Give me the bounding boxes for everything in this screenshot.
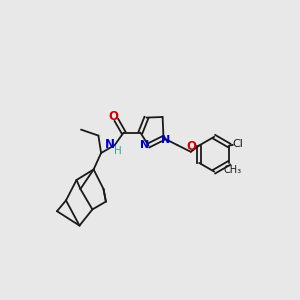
Text: CH₃: CH₃ <box>224 165 242 176</box>
Text: H: H <box>114 146 122 156</box>
Text: N: N <box>105 138 115 151</box>
Text: O: O <box>108 110 118 123</box>
Text: O: O <box>186 140 197 153</box>
Text: Cl: Cl <box>232 139 243 149</box>
Text: N: N <box>140 140 149 151</box>
Text: N: N <box>161 135 170 146</box>
